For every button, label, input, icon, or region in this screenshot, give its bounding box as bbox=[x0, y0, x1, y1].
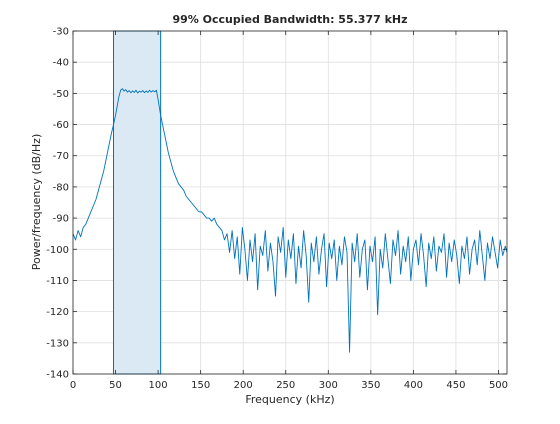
y-axis-label: Power/frequency (dB/Hz) bbox=[30, 134, 43, 271]
y-axis-ticks: -30 -40 -50 -60 -70 -80 -90 -100 -110 -120 -130 -14… bbox=[46, 27, 507, 381]
x-tick-label: 500 bbox=[489, 380, 508, 391]
y-tick-label: -80 bbox=[53, 182, 69, 193]
x-tick-label: 150 bbox=[191, 380, 210, 391]
y-tick-label: -50 bbox=[53, 89, 69, 100]
y-tick-label: -90 bbox=[53, 214, 69, 225]
y-tick-label: -100 bbox=[46, 245, 69, 256]
x-tick-label: 450 bbox=[446, 380, 465, 391]
x-tick-label: 0 bbox=[70, 380, 76, 391]
spectrum-line bbox=[72, 88, 508, 353]
x-axis-label: Frequency (kHz) bbox=[245, 393, 334, 406]
x-tick-label: 400 bbox=[404, 380, 423, 391]
y-tick-label: -70 bbox=[53, 151, 69, 162]
y-tick-label: -120 bbox=[46, 307, 69, 318]
y-tick-label: -140 bbox=[46, 370, 69, 381]
x-tick-label: 200 bbox=[234, 380, 253, 391]
x-tick-label: 300 bbox=[319, 380, 338, 391]
y-tick-label: -110 bbox=[46, 276, 69, 287]
y-tick-label: -30 bbox=[53, 27, 69, 38]
x-axis-ticks: 0 50 100 150 200 250 300 350 400 450 500 bbox=[70, 31, 508, 391]
plot-border bbox=[72, 30, 508, 375]
y-tick-label: -60 bbox=[53, 120, 69, 131]
x-tick-label: 100 bbox=[149, 380, 168, 391]
occupied-bandwidth-band bbox=[113, 30, 162, 375]
chart-title: 99% Occupied Bandwidth: 55.377 kHz bbox=[172, 13, 407, 26]
x-tick-label: 50 bbox=[109, 380, 122, 391]
y-tick-label: -40 bbox=[53, 58, 69, 69]
y-tick-label: -130 bbox=[46, 338, 69, 349]
x-tick-label: 350 bbox=[361, 380, 380, 391]
x-tick-label: 250 bbox=[276, 380, 295, 391]
